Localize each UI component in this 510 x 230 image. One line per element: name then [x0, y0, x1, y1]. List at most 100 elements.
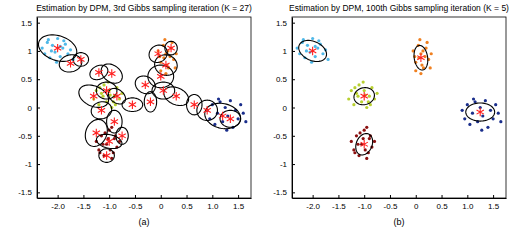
component-ellipse: [73, 53, 88, 67]
component-center: [155, 50, 162, 58]
point: [237, 117, 240, 120]
component-ellipse: [152, 82, 175, 99]
component-center: [227, 115, 234, 123]
y-tick-mark: [37, 192, 40, 193]
component-ellipse: [85, 119, 107, 146]
x-tick-mark: [58, 195, 59, 198]
point: [484, 99, 487, 102]
point: [480, 129, 483, 132]
point: [159, 69, 162, 72]
point: [305, 49, 308, 52]
point: [368, 95, 371, 98]
x-tick: -1.5: [77, 195, 91, 211]
y-axis: -1.5-1-0.500.511.5: [273, 18, 295, 199]
component-center: [90, 92, 97, 100]
component-center: [162, 61, 169, 69]
point: [352, 148, 355, 151]
point: [47, 38, 50, 41]
plot-frame: [37, 17, 251, 198]
component-ellipse: [164, 87, 189, 106]
component-center: [111, 117, 118, 125]
y-tick-mark: [292, 108, 295, 109]
component-center: [361, 92, 368, 100]
point: [420, 63, 423, 66]
x-tick-label: -0.5: [129, 202, 143, 211]
y-tick-mark: [292, 51, 295, 52]
point: [41, 47, 44, 50]
component-center: [309, 47, 316, 55]
component-center: [204, 106, 211, 114]
x-tick-mark: [135, 195, 136, 198]
point: [486, 126, 489, 129]
y-tick-mark: [37, 51, 40, 52]
component-ellipse: [466, 103, 495, 121]
point: [224, 106, 227, 109]
point: [350, 89, 353, 92]
y-axis: -1.5-1-0.500.511.5: [18, 18, 40, 199]
x-axis-line: [38, 198, 252, 199]
series: [347, 80, 379, 109]
point: [418, 38, 421, 41]
point: [163, 38, 166, 41]
components: [299, 40, 495, 155]
point: [350, 140, 353, 143]
y-tick: -0.5: [273, 132, 295, 141]
y-tick: 0.5: [276, 75, 295, 84]
component-center: [173, 92, 180, 100]
point: [53, 50, 56, 53]
x-tick: 1.0: [462, 195, 474, 211]
caption: (b): [394, 217, 405, 227]
point: [352, 103, 355, 106]
x-tick: -1.0: [358, 195, 372, 211]
point: [356, 143, 359, 146]
plot-area: [296, 37, 503, 160]
point: [217, 97, 220, 100]
y-tick-mark: [292, 79, 295, 80]
y-tick-mark: [292, 192, 295, 193]
x-axis: -2.0-1.5-1.0-0.500.51.01.5: [38, 195, 252, 211]
x-tick-mark: [442, 195, 443, 198]
component-center: [417, 53, 424, 61]
component-ellipse: [197, 100, 218, 120]
component-ellipse: [205, 103, 241, 128]
y-tick-mark: [292, 164, 295, 165]
y-tick-label: -1: [25, 160, 33, 169]
component-ellipse: [356, 134, 373, 155]
point: [363, 89, 366, 92]
x-tick-label: 1.0: [207, 202, 219, 211]
y-tick-label: -1: [280, 160, 288, 169]
y-tick-label: 1.5: [276, 19, 288, 28]
x-tick: 0: [414, 195, 419, 211]
point: [59, 55, 62, 58]
component-center: [106, 137, 113, 145]
component-ellipse: [38, 35, 76, 61]
y-tick-label: 1: [28, 47, 33, 56]
point: [373, 140, 376, 143]
x-axis: -2.0-1.5-1.0-0.500.51.01.5: [293, 195, 507, 211]
x-tick-label: -2.0: [51, 202, 65, 211]
component-ellipse: [122, 98, 143, 112]
components: [38, 35, 240, 162]
point: [375, 92, 378, 95]
x-tick: 1.5: [488, 195, 500, 211]
x-tick-label: -1.0: [103, 202, 117, 211]
point: [362, 137, 365, 140]
x-tick: 1.5: [233, 195, 245, 211]
x-tick-mark: [109, 195, 110, 198]
x-tick-mark: [338, 195, 339, 198]
point: [321, 52, 324, 55]
point: [244, 120, 247, 123]
x-tick: -2.0: [306, 195, 320, 211]
component-center: [477, 108, 484, 116]
point: [101, 95, 104, 98]
y-tick: -1.5: [273, 188, 295, 197]
y-tick: -1.5: [18, 188, 40, 197]
point: [419, 72, 422, 75]
x-tick: -0.5: [129, 195, 143, 211]
point: [314, 45, 317, 48]
component-center: [167, 44, 174, 52]
point: [461, 109, 464, 112]
component-ellipse: [165, 41, 177, 55]
series: [412, 38, 433, 75]
component-center: [54, 44, 61, 52]
